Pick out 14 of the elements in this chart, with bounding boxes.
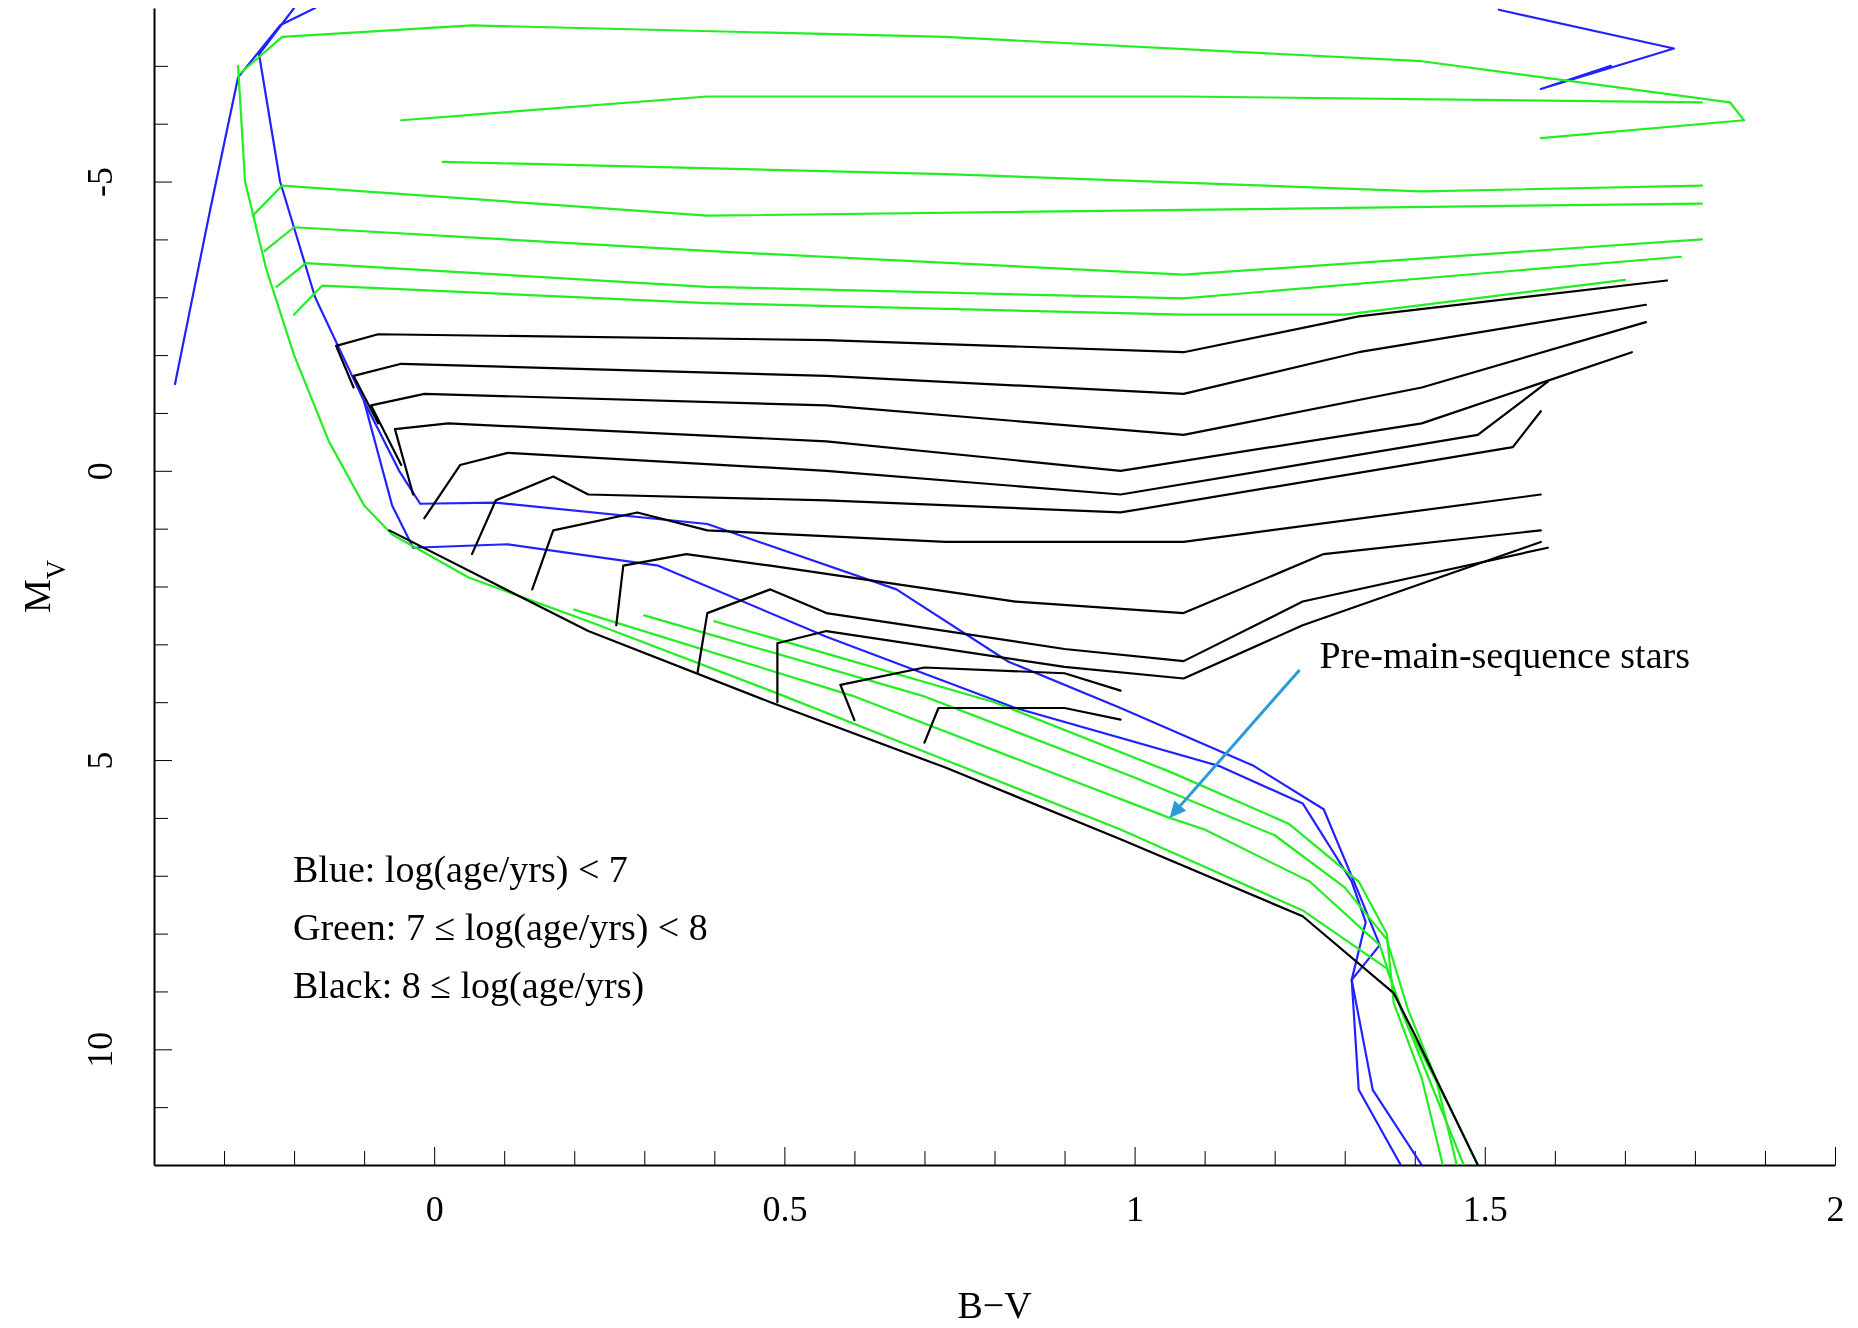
- x-tick-label: 0.5: [762, 1188, 808, 1229]
- y-tick-label: 5: [80, 751, 121, 770]
- annotation: Pre-main-sequence stars: [1319, 633, 1690, 676]
- x-tick-label: 2: [1826, 1188, 1845, 1229]
- x-tick-label: 1: [1126, 1188, 1145, 1229]
- x-axis-title: B−V: [957, 1284, 1033, 1326]
- y-tick-label: -5: [80, 167, 121, 198]
- y-tick-label: 10: [80, 1031, 121, 1068]
- x-tick-label: 0: [425, 1188, 444, 1229]
- annotation: Green: 7 ≤ log(age/yrs) < 8: [293, 906, 708, 949]
- annotation: Blue: log(age/yrs) < 7: [293, 848, 628, 891]
- annotation: Black: 8 ≤ log(age/yrs): [293, 964, 645, 1007]
- x-tick-label: 1.5: [1462, 1188, 1508, 1229]
- y-tick-label: 0: [80, 462, 121, 481]
